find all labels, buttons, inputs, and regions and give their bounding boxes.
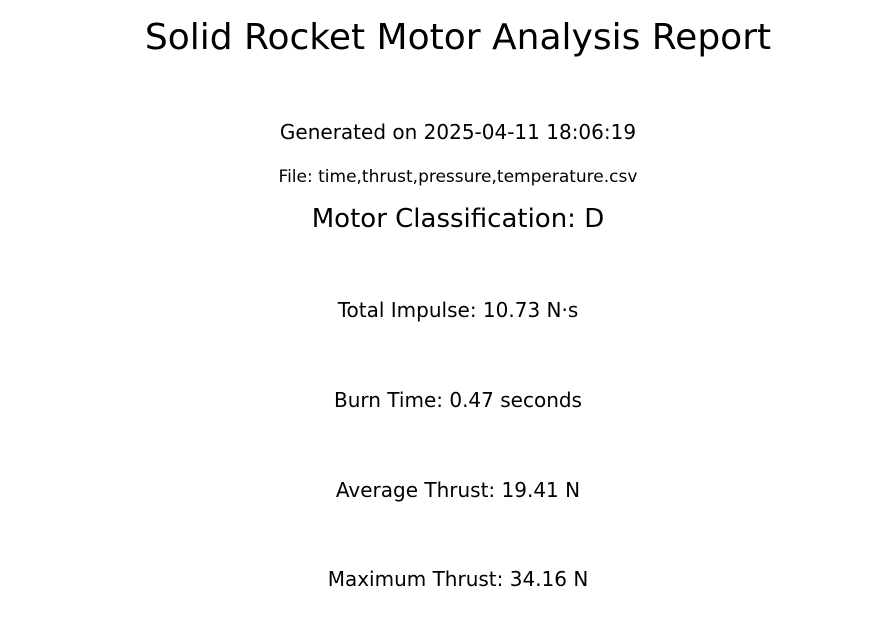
source-file-name: File: time,thrust,pressure,temperature.c… — [278, 167, 638, 187]
report-title: Solid Rocket Motor Analysis Report — [144, 17, 772, 58]
maximum-thrust: Maximum Thrust: 34.16 N — [327, 567, 589, 591]
motor-classification: Motor Classification: D — [311, 204, 605, 234]
average-thrust: Average Thrust: 19.41 N — [335, 478, 581, 502]
burn-time: Burn Time: 0.47 seconds — [334, 388, 582, 412]
total-impulse: Total Impulse: 10.73 N·s — [337, 298, 579, 322]
generated-timestamp: Generated on 2025-04-11 18:06:19 — [279, 120, 637, 144]
